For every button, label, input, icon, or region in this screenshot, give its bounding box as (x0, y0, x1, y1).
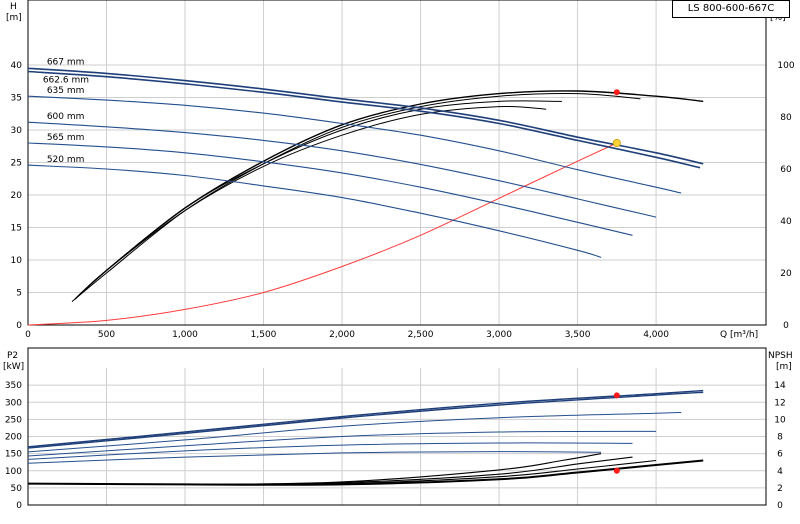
bottom-left-tick-label: 0 (16, 501, 22, 511)
x-tick-label: 1,500 (251, 330, 277, 340)
top-right-tick-label: 100 (777, 61, 794, 71)
duty-point-marker (612, 138, 621, 147)
head-curve (27, 121, 657, 218)
bottom-right-tick-label: 8 (777, 433, 783, 443)
x-tick-label: 3,500 (565, 330, 591, 340)
chart-title: LS 800-600-667C (672, 0, 790, 18)
bottom-right-axis-label: NPSH (768, 351, 793, 361)
x-axis-label: Q [m³/h] (720, 330, 758, 340)
top-left-tick-label: 0 (16, 321, 22, 331)
bottom-right-tick-label: 4 (777, 467, 783, 477)
bottom-left-tick-label: 300 (5, 398, 22, 408)
x-tick-label: 4,000 (643, 330, 669, 340)
top-plot-frame (27, 0, 767, 326)
bottom-right-axis-unit: [m] (776, 362, 792, 372)
head-curve-label: 565 mm (47, 133, 85, 143)
bottom-right-tick-label: 2 (777, 484, 783, 494)
bottom-right-tick-label: 10 (774, 415, 786, 425)
top-left-tick-label: 30 (11, 126, 23, 136)
bottom-right-tick-label: 0 (777, 501, 783, 511)
bottom-left-tick-label: 150 (5, 450, 22, 460)
x-tick-label: 0 (25, 330, 31, 340)
top-right-axis-unit: [%] (770, 13, 786, 23)
bottom-left-tick-label: 50 (11, 484, 23, 494)
head-curve (27, 142, 633, 236)
bottom-left-axis-unit: [kW] (3, 362, 24, 372)
power-curve (27, 389, 704, 448)
top-right-tick-label: 60 (780, 165, 792, 175)
bottom-right-tick-label: 6 (777, 450, 783, 460)
head-curve (27, 164, 602, 258)
system-curve (27, 142, 618, 326)
top-left-tick-label: 25 (11, 159, 22, 169)
x-tick-label: 500 (98, 330, 115, 340)
x-tick-label: 1,000 (172, 330, 198, 340)
bottom-left-tick-label: 100 (5, 467, 22, 477)
power-curve (27, 430, 657, 457)
head-curve (27, 95, 682, 194)
bottom-right-tick-label: 12 (774, 398, 785, 408)
npsh-point-marker (613, 467, 620, 474)
top-right-tick-label: 20 (780, 269, 792, 279)
top-left-tick-label: 15 (11, 224, 22, 234)
bottom-plot-frame (27, 347, 767, 506)
efficiency-point-marker (613, 89, 620, 96)
head-curve-label: 662.6 mm (43, 76, 89, 86)
top-left-tick-label: 10 (11, 256, 23, 266)
top-left-tick-label: 5 (16, 289, 22, 299)
top-left-tick-label: 35 (11, 94, 22, 104)
head-curve-label: 667 mm (47, 57, 85, 67)
head-curve-label: 600 mm (47, 112, 85, 122)
power-curve (27, 412, 682, 453)
head-curve (27, 67, 704, 165)
top-right-tick-label: 40 (780, 217, 792, 227)
top-left-tick-label: 20 (11, 191, 23, 201)
bottom-left-axis-label: P2 (7, 351, 18, 361)
top-right-tick-label: 0 (783, 321, 789, 331)
power-point-marker (613, 392, 620, 399)
x-tick-label: 2,500 (408, 330, 434, 340)
head-curve (27, 70, 701, 169)
power-curve (27, 391, 704, 449)
bottom-right-tick-label: 14 (774, 381, 786, 391)
power-curve (27, 442, 633, 460)
npsh-curve (27, 453, 602, 486)
x-tick-label: 2,000 (329, 330, 355, 340)
bottom-left-tick-label: 200 (5, 433, 22, 443)
head-curve-label: 520 mm (47, 155, 85, 165)
x-tick-label: 3,000 (486, 330, 512, 340)
top-left-axis-label: H (10, 2, 17, 12)
top-right-tick-label: 80 (780, 113, 792, 123)
top-left-tick-label: 40 (11, 61, 23, 71)
efficiency-curve (71, 93, 641, 302)
efficiency-curve (74, 105, 547, 300)
top-left-axis-unit: [m] (6, 13, 22, 23)
efficiency-curve (74, 100, 562, 300)
bottom-left-tick-label: 250 (5, 415, 22, 425)
bottom-left-tick-label: 350 (5, 381, 22, 391)
power-curve (27, 451, 602, 464)
head-curve-label: 635 mm (47, 86, 85, 96)
